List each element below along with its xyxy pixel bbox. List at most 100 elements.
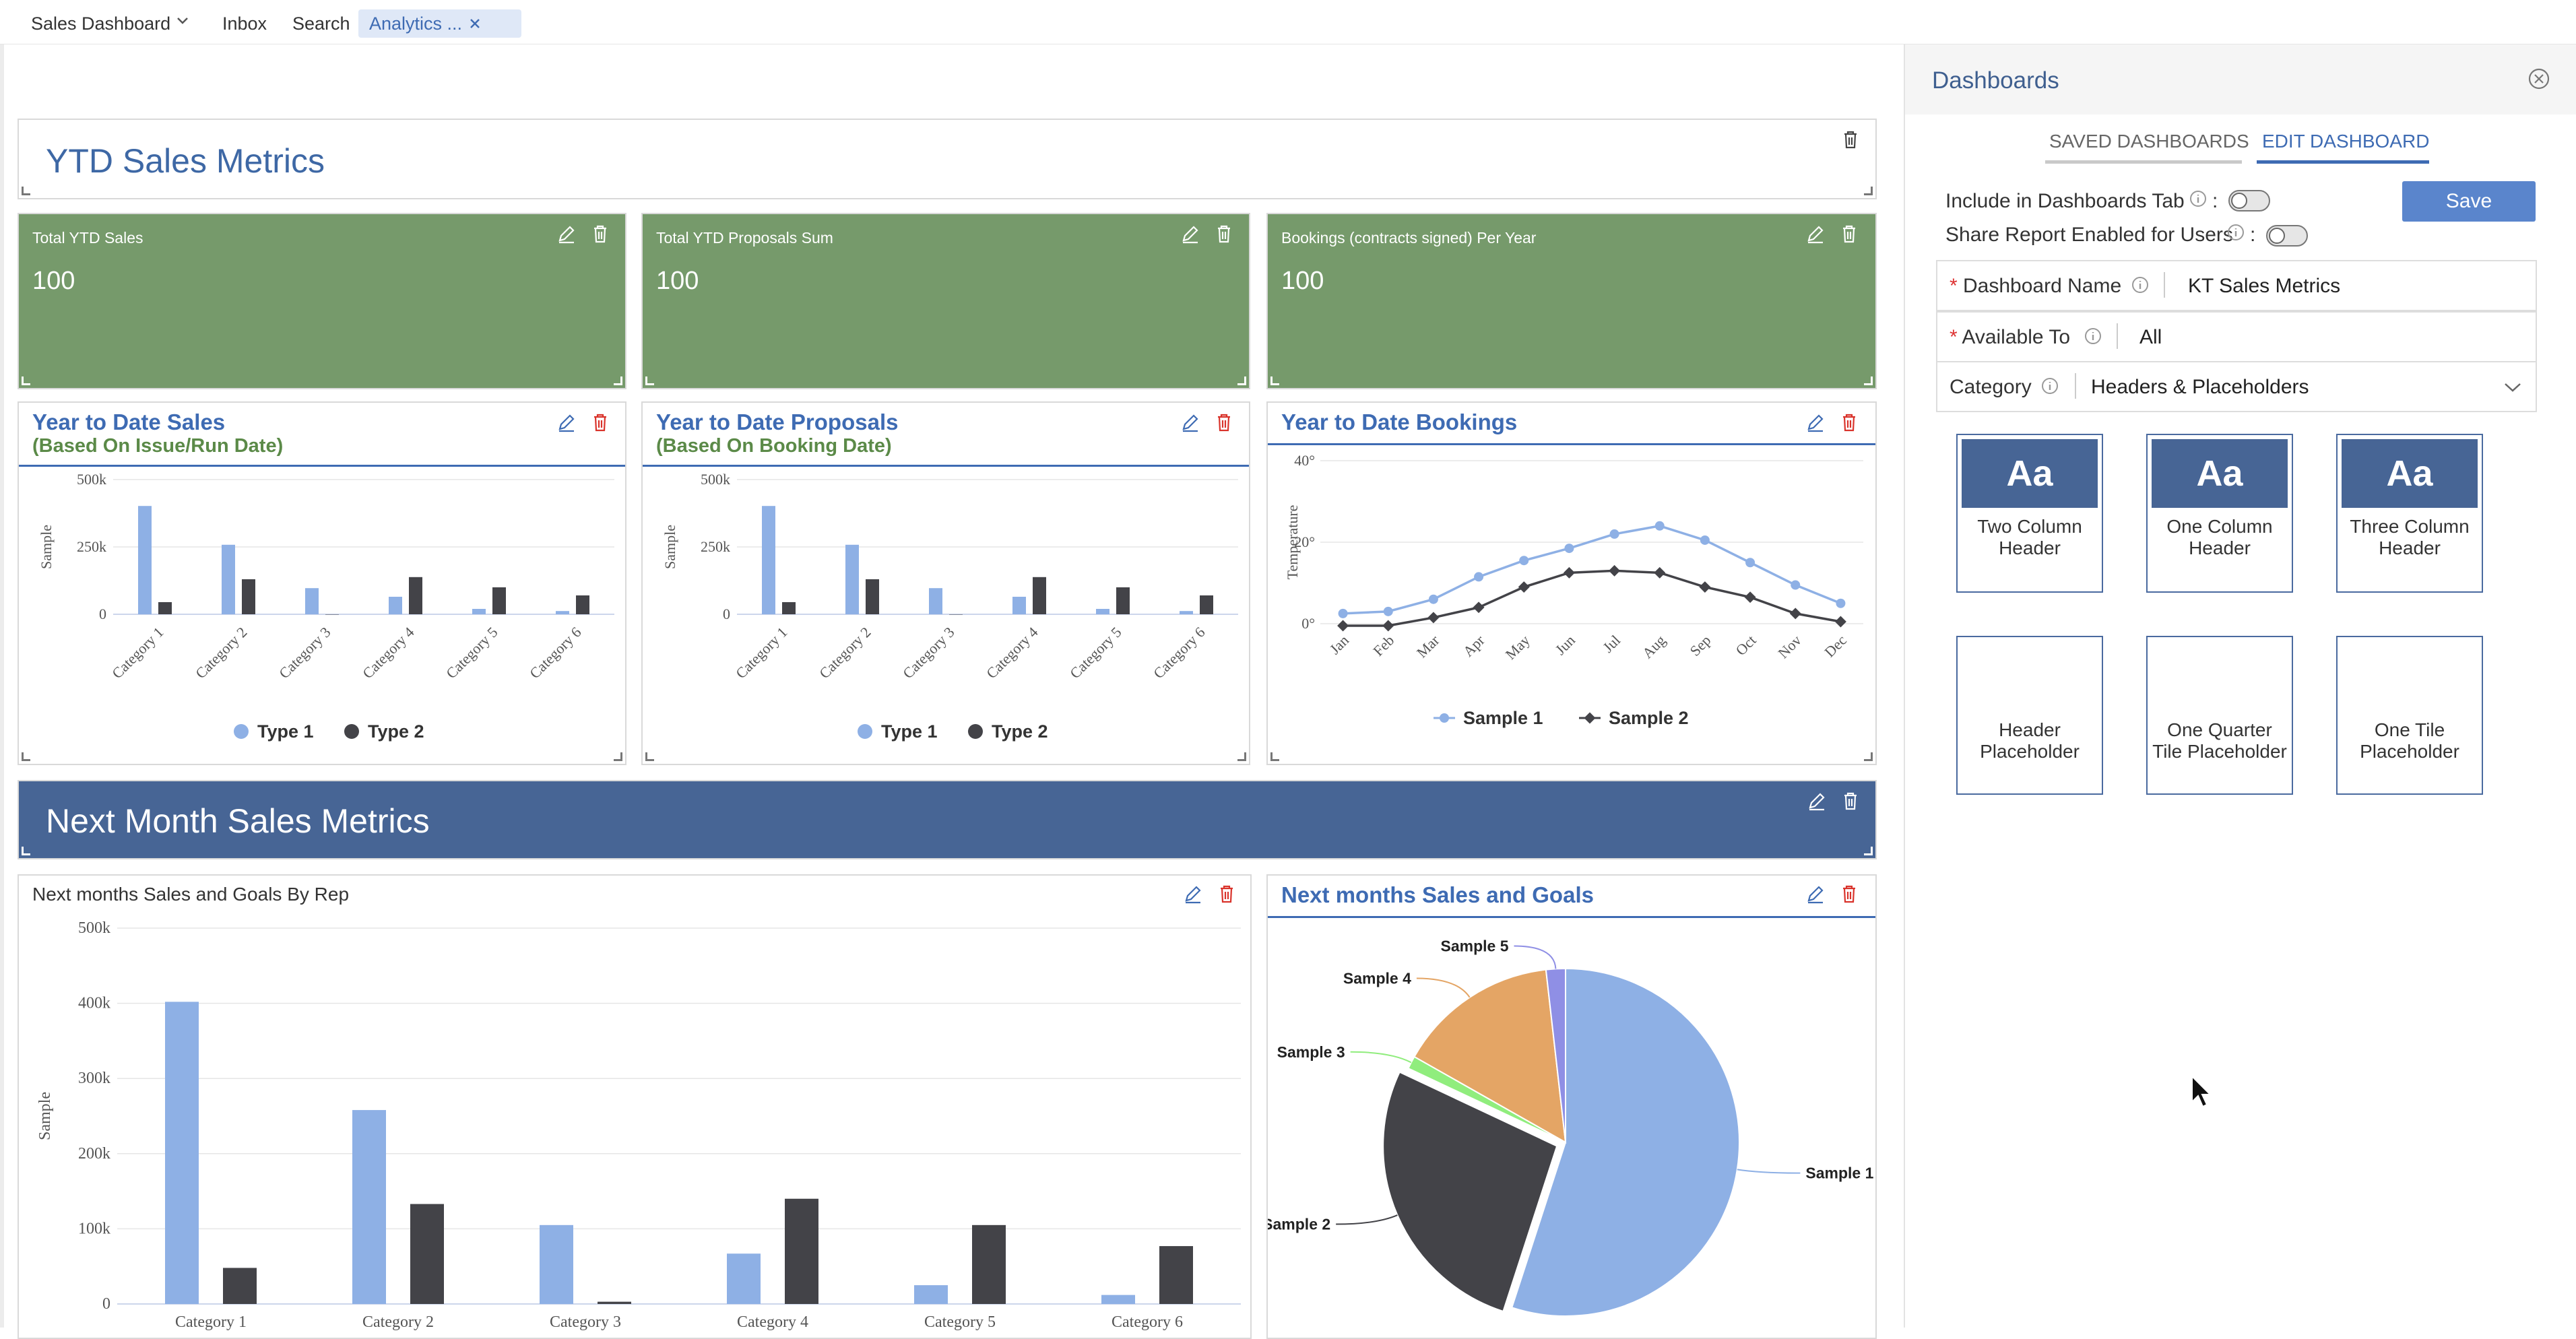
tab-inbox[interactable]: Inbox (222, 13, 267, 34)
tile-label: Two Column Header (1977, 516, 2082, 558)
tab-underline (2045, 160, 2242, 164)
tab-saved-dashboards[interactable]: SAVED DASHBOARDS (2049, 131, 2249, 152)
resize-handle[interactable] (1864, 847, 1873, 855)
info-icon[interactable] (2084, 327, 2102, 345)
legend-marker (1440, 713, 1449, 723)
point-marker (1654, 521, 1665, 531)
resize-handle[interactable] (1237, 377, 1246, 385)
resize-handle[interactable] (1237, 752, 1246, 761)
edit-icon[interactable] (1179, 222, 1202, 245)
chart-widget-ytd-sales[interactable]: Year to Date Sales (Based On Issue/Run D… (18, 401, 626, 765)
ytd-header-widget[interactable]: YTD Sales Metrics (18, 119, 1877, 199)
dashboard-name-value[interactable]: KT Sales Metrics (2188, 275, 2341, 297)
trash-icon[interactable] (1215, 882, 1238, 905)
save-button[interactable]: Save (2402, 181, 2536, 222)
tile-one-tile-placeholder[interactable]: One Tile Placeholder (2336, 636, 2483, 795)
edit-icon[interactable] (1804, 411, 1827, 434)
kpi-tile-total-ytd-proposals[interactable]: Total YTD Proposals Sum 100 (641, 213, 1250, 389)
x-tick-label: Category 2 (816, 624, 874, 682)
chevron-down-icon[interactable] (176, 16, 189, 26)
resize-handle[interactable] (22, 752, 30, 761)
tile-glyph: Aa (1962, 439, 2098, 508)
next-month-header-widget[interactable]: Next Month Sales Metrics (18, 780, 1877, 859)
chevron-down-icon[interactable] (2503, 381, 2522, 393)
x-tick-label: Jun (1552, 632, 1578, 658)
edit-icon[interactable] (1804, 222, 1827, 245)
kpi-tile-bookings[interactable]: Bookings (contracts signed) Per Year 100 (1266, 213, 1877, 389)
trash-icon[interactable] (1839, 128, 1862, 151)
trash-icon[interactable] (1839, 789, 1862, 812)
legend-marker (858, 724, 872, 739)
close-icon[interactable] (469, 18, 481, 30)
x-tick-label: Category 5 (924, 1313, 996, 1331)
edit-icon[interactable] (1179, 411, 1202, 434)
resize-handle[interactable] (1864, 377, 1873, 385)
trash-icon[interactable] (1213, 222, 1235, 245)
tab-search[interactable]: Search (292, 13, 350, 34)
resize-handle[interactable] (22, 377, 30, 385)
trash-icon[interactable] (589, 411, 612, 434)
share-report-toggle[interactable] (2266, 225, 2308, 247)
edit-icon[interactable] (555, 222, 578, 245)
bar-type-1 (1180, 611, 1193, 614)
dashboard-name-field[interactable]: * Dashboard Name KT Sales Metrics (1936, 260, 2537, 311)
bar-type-1 (762, 506, 775, 614)
kpi-value: 100 (1281, 267, 1324, 295)
chart-widget-next-goals[interactable]: Next months Sales and Goals Sample 1 Samp… (1266, 874, 1877, 1339)
resize-handle[interactable] (1270, 377, 1279, 385)
bar-type-1 (727, 1253, 761, 1304)
x-tick-label: Aug (1639, 632, 1669, 661)
category-value[interactable]: Headers & Placeholders (2091, 376, 2309, 398)
x-tick-label: Category 3 (276, 624, 333, 682)
resize-handle[interactable] (645, 377, 654, 385)
edit-icon[interactable] (1804, 882, 1827, 905)
share-report-label: Share Report Enabled for Users (1945, 224, 2233, 246)
available-to-value[interactable]: All (2139, 326, 2162, 348)
kpi-tile-total-ytd-sales[interactable]: Total YTD Sales 100 (18, 213, 626, 389)
resize-handle[interactable] (1864, 752, 1873, 761)
close-circle-icon[interactable] (2527, 67, 2550, 90)
tile-header-placeholder[interactable]: Header Placeholder (1956, 636, 2103, 795)
edit-icon[interactable] (555, 411, 578, 434)
tile-two-column-header[interactable]: Aa Two Column Header (1956, 434, 2103, 593)
resize-handle[interactable] (645, 752, 654, 761)
edit-icon[interactable] (1805, 789, 1828, 812)
info-icon[interactable] (2227, 224, 2245, 241)
resize-handle[interactable] (614, 752, 622, 761)
info-icon[interactable] (2189, 190, 2207, 207)
trash-icon[interactable] (589, 222, 612, 245)
resize-handle[interactable] (1270, 752, 1279, 761)
chart-widget-ytd-proposals[interactable]: Year to Date Proposals (Based On Booking… (641, 401, 1250, 765)
trash-icon[interactable] (1838, 411, 1861, 434)
tile-label: One Quarter Tile Placeholder (2152, 719, 2287, 762)
edit-icon[interactable] (1182, 882, 1204, 905)
category-select[interactable]: Category Headers & Placeholders (1936, 361, 2537, 412)
tile-one-column-header[interactable]: Aa One Column Header (2146, 434, 2293, 593)
include-in-dashboards-toggle[interactable] (2228, 190, 2270, 211)
tile-three-column-header[interactable]: Aa Three Column Header (2336, 434, 2483, 593)
resize-handle[interactable] (22, 847, 30, 855)
tab-edit-dashboard[interactable]: EDIT DASHBOARD (2262, 131, 2430, 152)
chart-widget-next-by-rep[interactable]: Next months Sales and Goals By Rep 500k 4… (18, 874, 1252, 1339)
point-marker (1518, 581, 1530, 593)
resize-handle[interactable] (1864, 187, 1873, 195)
pie-slice-sample-2 (1382, 1071, 1558, 1313)
bar-chart-ytd-sales: 500k 250k 0 Sample Category 1 Category 2 Categ… (38, 471, 614, 742)
ytd-header-title: YTD Sales Metrics (46, 142, 325, 180)
point-marker (1700, 535, 1710, 545)
colon: : (2250, 224, 2256, 246)
tile-one-quarter-placeholder[interactable]: One Quarter Tile Placeholder (2146, 636, 2293, 795)
resize-handle[interactable] (614, 377, 622, 385)
chart-widget-ytd-bookings[interactable]: Year to Date Bookings 40° 20° 0° Temperatur… (1266, 401, 1877, 765)
trash-icon[interactable] (1213, 411, 1235, 434)
tab-sales-dashboard[interactable]: Sales Dashboard (31, 13, 171, 34)
y-tick-label: 500k (701, 471, 730, 488)
available-to-field[interactable]: * Available To All (1936, 311, 2537, 362)
point-marker (1473, 601, 1485, 614)
trash-icon[interactable] (1838, 882, 1861, 905)
info-icon[interactable] (2041, 377, 2059, 395)
trash-icon[interactable] (1838, 222, 1861, 245)
resize-handle[interactable] (22, 187, 30, 195)
tab-analytics[interactable]: Analytics ... (358, 9, 521, 38)
info-icon[interactable] (2131, 276, 2149, 294)
